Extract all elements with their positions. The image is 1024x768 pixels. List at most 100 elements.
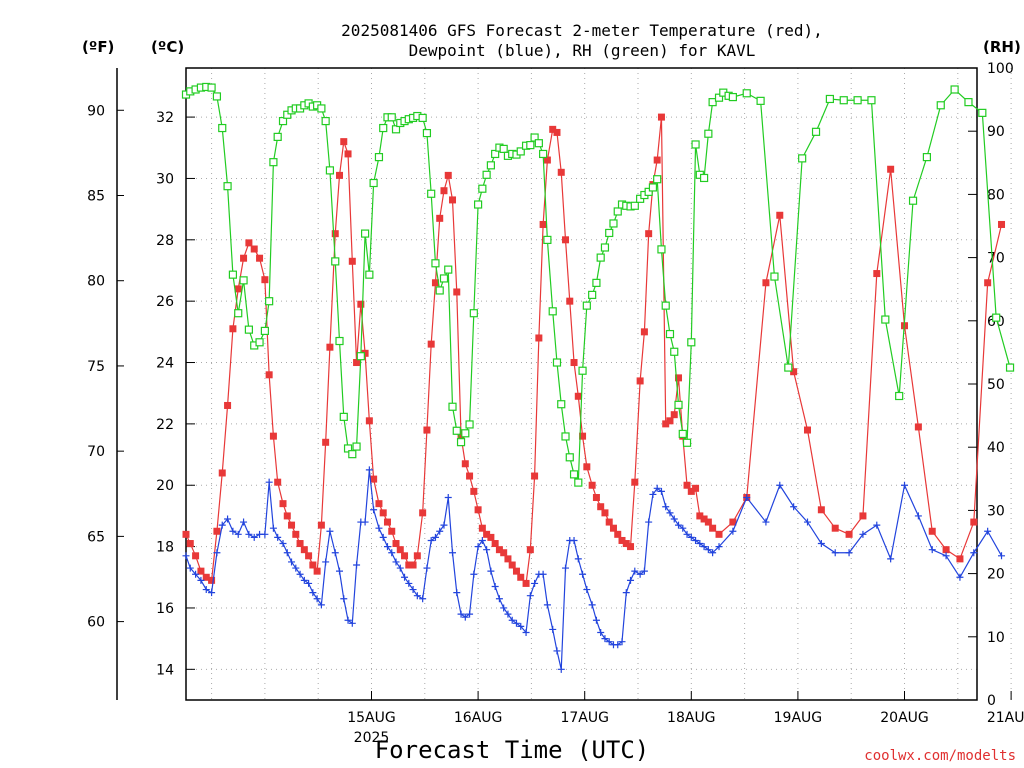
dewpoint-point <box>353 561 361 569</box>
rh-tick-label: 90 <box>987 124 1005 140</box>
rh-point <box>708 98 717 107</box>
dewpoint-point <box>517 622 525 630</box>
rh-point <box>557 400 566 409</box>
dewpoint-point <box>453 589 461 597</box>
temperature-point <box>383 518 391 526</box>
temperature-point <box>776 211 784 219</box>
dewpoint-point <box>597 629 605 637</box>
dewpoint-point <box>522 629 530 637</box>
temperature-point <box>288 521 296 529</box>
dewpoint-point <box>405 579 413 587</box>
temperature-point <box>504 555 512 563</box>
x-tick-label: 16AUG <box>454 710 503 726</box>
rh-point <box>482 170 491 179</box>
rh-point <box>321 116 330 126</box>
temperature-point <box>715 530 723 538</box>
rh-point <box>461 429 470 438</box>
rh-point <box>239 276 248 285</box>
rh-point <box>770 272 779 281</box>
dewpoint-point <box>279 540 287 548</box>
rh-point <box>714 93 724 102</box>
dewpoint-point <box>461 613 469 621</box>
dewpoint-point <box>419 595 427 603</box>
dewpoint-point <box>202 586 210 594</box>
temperature-point <box>224 401 232 409</box>
source-credit: coolwx.com/modelts <box>864 748 1016 764</box>
dewpoint-point <box>636 570 644 578</box>
temperature-point <box>466 472 474 480</box>
temperature-point <box>670 411 678 419</box>
temperature-point <box>543 156 551 164</box>
rh-point <box>335 336 344 346</box>
x-tick-label: 20AUG <box>880 710 929 726</box>
dewpoint-point <box>817 540 825 548</box>
rh-point <box>569 470 579 479</box>
rh-point <box>687 338 696 347</box>
rh-point <box>648 183 658 192</box>
dewpoint-point <box>474 543 482 551</box>
celsius-tick-label: 26 <box>156 294 174 310</box>
temperature-point <box>353 359 361 367</box>
temperature-point <box>427 340 435 348</box>
temperature-point <box>984 279 992 287</box>
dewpoint-point <box>388 549 396 557</box>
dewpoint-point <box>444 494 452 502</box>
dewpoint-point <box>365 466 373 474</box>
celsius-tick-label: 18 <box>156 540 174 556</box>
dewpoint-point <box>670 515 678 523</box>
rh-point <box>465 420 474 429</box>
dewpoint-point <box>873 521 881 529</box>
dewpoint-point <box>531 579 539 587</box>
x-tick-label: 17AUG <box>560 710 609 726</box>
temperature-point <box>831 524 839 532</box>
temperature-point <box>859 512 867 520</box>
temperature-point <box>344 150 352 158</box>
temperature-point <box>431 279 439 287</box>
fahrenheit-unit-label: (ºF) <box>82 38 114 56</box>
rh-point <box>600 243 610 252</box>
dewpoint-point <box>300 576 308 584</box>
temperature-point <box>549 125 557 133</box>
temperature-point <box>942 546 950 554</box>
rh-point <box>534 139 543 148</box>
dewpoint-point <box>218 521 226 529</box>
dewpoint-point <box>495 595 503 603</box>
rh-point <box>728 92 737 102</box>
dewpoint-point <box>627 576 635 584</box>
temperature-point <box>296 540 304 548</box>
dewpoint-point <box>700 543 708 551</box>
rh-point <box>670 347 679 356</box>
series-open-square <box>181 82 1015 487</box>
celsius-tick-label: 24 <box>156 356 174 372</box>
temperature-point <box>609 524 617 532</box>
rh-point <box>244 325 253 334</box>
rh-point <box>922 153 931 162</box>
fahrenheit-tick-label: 80 <box>87 274 105 290</box>
temperature-point <box>873 270 881 278</box>
temperature-point <box>336 171 344 179</box>
temperature-point <box>478 524 486 532</box>
temperature-point <box>279 500 287 508</box>
celsius-tick-label: 22 <box>156 417 174 433</box>
dewpoint-point <box>313 595 321 603</box>
dewpoint-point <box>401 573 409 581</box>
rh-point <box>609 219 618 228</box>
temperature-point <box>186 540 194 548</box>
temperature-point <box>202 573 210 581</box>
temperature-point <box>804 426 811 434</box>
dewpoint-point <box>508 616 516 624</box>
dewpoint-point <box>592 616 600 624</box>
rh-point <box>565 453 574 462</box>
dewpoint-point <box>649 490 657 498</box>
temperature-point <box>182 530 190 538</box>
rh-point <box>499 144 508 153</box>
dewpoint-point <box>618 638 626 646</box>
dewpoint-point <box>229 527 237 535</box>
rh-point <box>283 110 292 119</box>
temperature-point <box>512 567 520 575</box>
temperature-point <box>197 567 205 575</box>
temperature-point <box>588 481 596 489</box>
rh-point <box>552 358 562 367</box>
temperature-point <box>444 171 452 179</box>
